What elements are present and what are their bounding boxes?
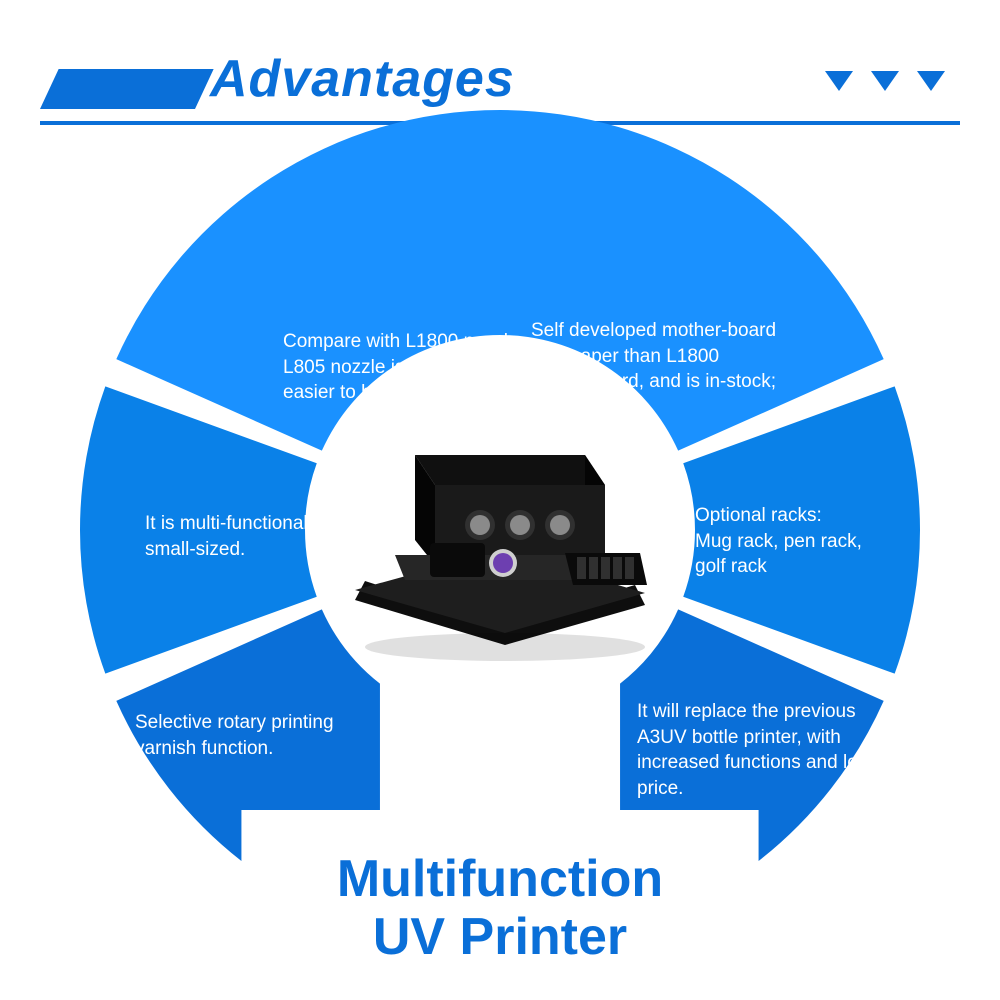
product-title-line1: Multifunction — [0, 850, 1000, 908]
product-title-line2: UV Printer — [0, 908, 1000, 966]
page-title: Advantages — [210, 49, 515, 109]
product-title: Multifunction UV Printer — [0, 850, 1000, 966]
header-accent-bar — [40, 69, 214, 109]
segment-text-replacement: It will replace the previous A3UV bottle… — [637, 699, 897, 802]
printer-icon — [335, 415, 665, 665]
segment-text-motherboard: Self developed mother-board is cheaper t… — [531, 318, 791, 395]
header-arrows — [825, 71, 945, 91]
segment-text-multifunction: It is multi-functional and small-sized. — [145, 511, 355, 562]
segment-text-varnish: Selective rotary printing varnish functi… — [135, 710, 385, 761]
segment-text-nozzle: Compare with L1800 nozzle, L805 nozzle i… — [283, 329, 543, 406]
chevron-down-icon — [917, 71, 945, 91]
chevron-down-icon — [825, 71, 853, 91]
segment-seg-top-right — [500, 110, 884, 451]
chevron-down-icon — [871, 71, 899, 91]
segment-text-racks: Optional racks: Mug rack, pen rack, golf… — [695, 503, 895, 580]
